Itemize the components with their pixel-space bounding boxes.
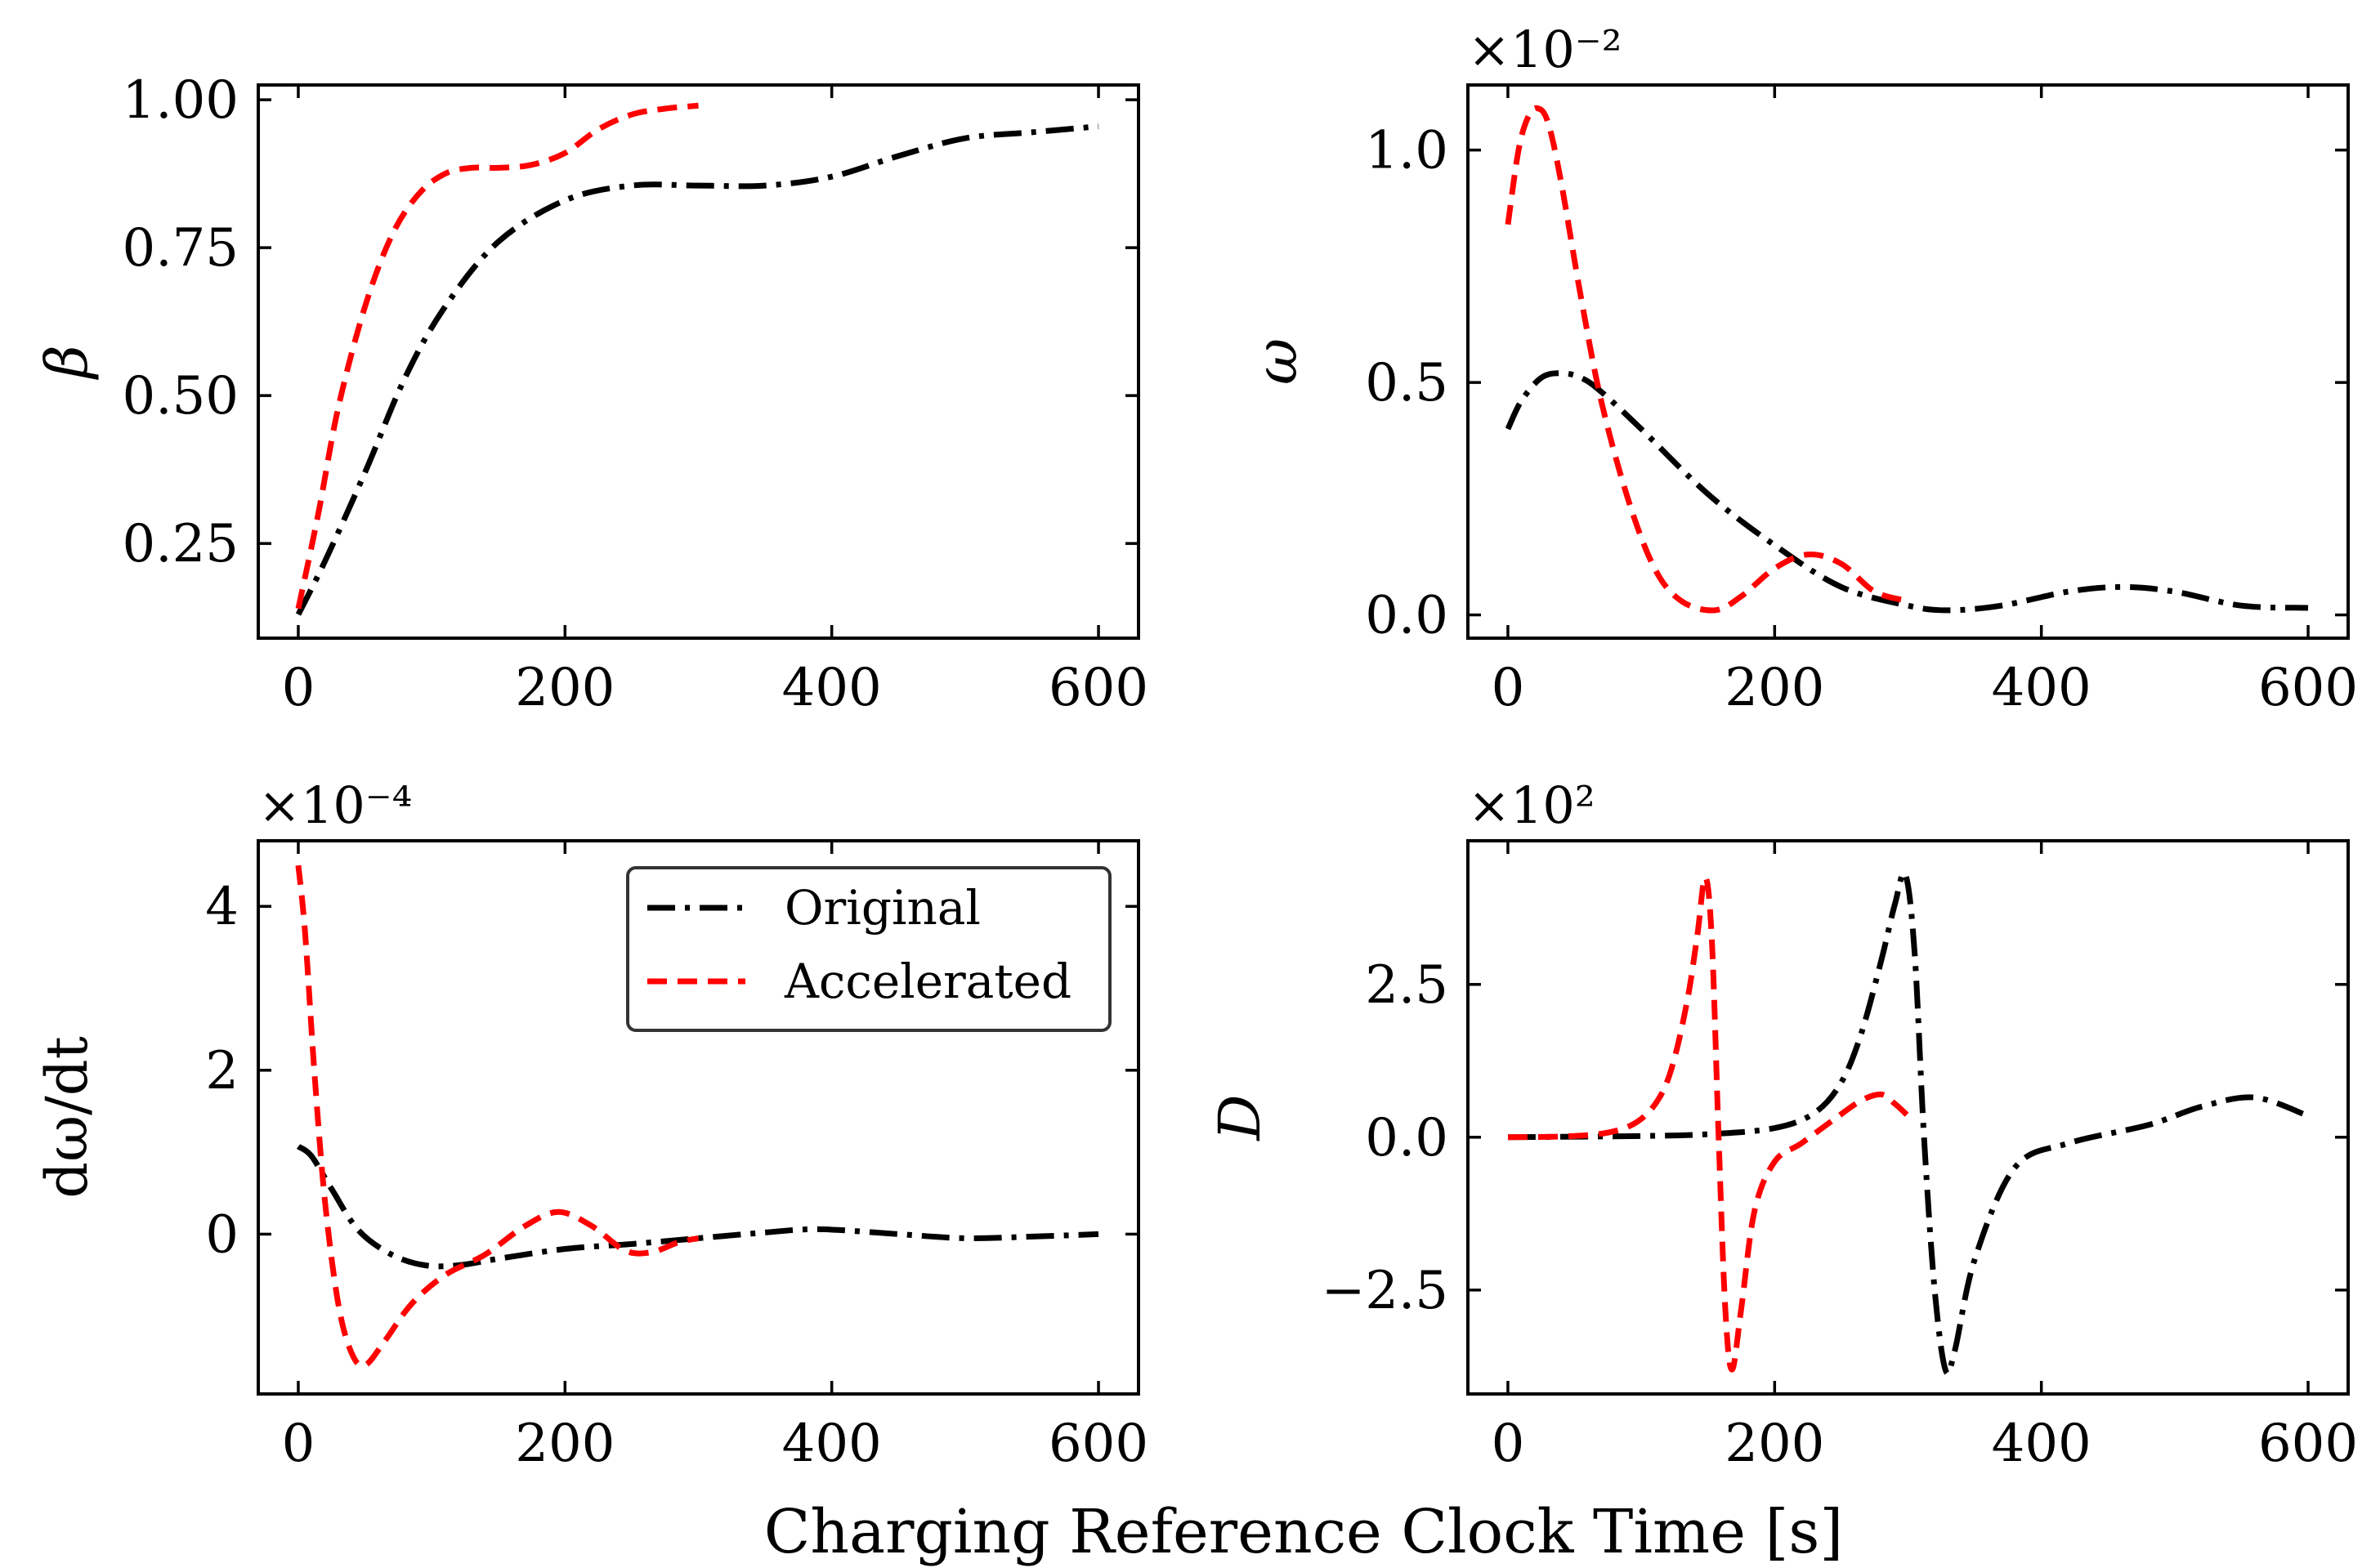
subplot-2: 0 200 400 600 0.0 0.5 1.0 ω ×10⁻² (1243, 20, 2358, 718)
x-tick-label: 400 (1992, 658, 2091, 718)
axis-multiplier: ×10² (1468, 775, 1595, 835)
subplot-3: 0 200 400 600 0 2 4 dω/dt ×10⁻⁴ Original Accelerat… (34, 775, 1148, 1474)
subplot-1: 0 200 400 600 0.25 0.50 0.75 1.00 β (34, 70, 1148, 718)
x-tick-label: 0 (282, 658, 315, 718)
y-axis-label: β (34, 345, 101, 380)
series-line-accelerated (1505, 105, 1909, 614)
subplot-4: 0 200 400 600 −2.5 0.0 2.5 D ×10² (1206, 775, 2358, 1474)
legend-box (626, 866, 1112, 1032)
axes-frame (1466, 839, 2350, 1396)
y-tick-label: 0.0 (1365, 1108, 1448, 1168)
x-tick-label: 0 (282, 1414, 315, 1474)
y-tick-label: 1.00 (123, 70, 239, 131)
x-tick-label: 0 (1492, 1414, 1525, 1474)
x-tick-label: 600 (1049, 658, 1148, 718)
y-axis-label: ω (1243, 338, 1310, 385)
y-tick-label: 0.0 (1365, 586, 1448, 646)
axes-frame (257, 83, 1140, 640)
y-tick-label: 0.5 (1365, 353, 1448, 413)
y-axis-label: dω/dt (34, 1036, 101, 1198)
axis-multiplier: ×10⁻⁴ (258, 775, 412, 835)
x-tick-label: 600 (2258, 1414, 2358, 1474)
series-line-original (296, 1144, 1099, 1270)
x-tick-label: 200 (515, 658, 615, 718)
y-axis-label: D (1206, 1094, 1273, 1141)
x-tick-label: 400 (782, 1414, 882, 1474)
y-tick-label: 1.0 (1365, 121, 1448, 181)
x-tick-label: 400 (782, 658, 882, 718)
y-tick-label: 0.25 (123, 514, 239, 574)
x-tick-label: 200 (1725, 1414, 1824, 1474)
y-tick-label: 4 (205, 877, 239, 937)
series-line-accelerated (1507, 874, 1910, 1373)
legend: Original Accelerated (626, 866, 1112, 1032)
legend-label-accelerated: Accelerated (784, 954, 1071, 1009)
y-tick-label: 2.5 (1365, 955, 1448, 1016)
legend-label-original: Original (785, 880, 981, 936)
x-tick-label: 600 (2258, 658, 2358, 718)
axes-frame (257, 839, 1140, 1396)
x-tick-label: 400 (1992, 1414, 2091, 1474)
series-line-original (295, 123, 1099, 616)
y-tick-label: −2.5 (1322, 1261, 1448, 1321)
figure-x-axis-label: Charging Reference Clock Time [s] (764, 1497, 1844, 1567)
x-tick-label: 200 (1725, 658, 1824, 718)
x-tick-label: 200 (515, 1414, 615, 1474)
axis-multiplier: ×10⁻² (1468, 20, 1622, 79)
series-line-accelerated (295, 864, 700, 1369)
x-tick-label: 600 (1049, 1414, 1148, 1474)
y-tick-label: 0.75 (123, 218, 239, 279)
y-tick-label: 2 (205, 1041, 239, 1101)
y-tick-label: 0 (205, 1204, 239, 1265)
y-tick-label: 0.50 (123, 366, 239, 427)
series-line-accelerated (295, 102, 699, 610)
x-tick-label: 0 (1492, 658, 1525, 718)
series-line-original (1507, 869, 2310, 1377)
axes-frame (1466, 83, 2350, 640)
series-line-original (1505, 370, 2309, 614)
